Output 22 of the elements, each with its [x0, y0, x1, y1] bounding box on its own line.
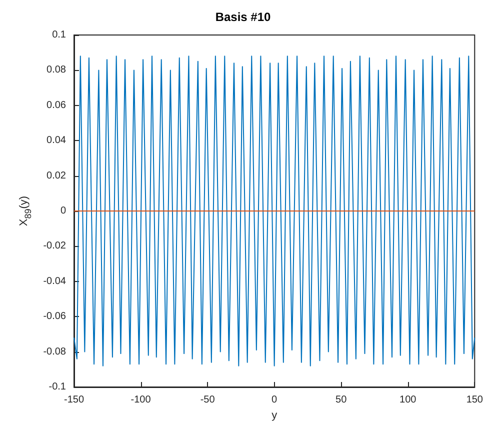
y-tick-label: 0.1: [52, 30, 66, 40]
chart-title: Basis #10: [215, 10, 272, 24]
y-axis-title: X89(y): [18, 196, 33, 226]
x-axis-title: y: [272, 409, 278, 422]
y-tick-label: 0: [60, 206, 66, 216]
x-tick-label: 0: [272, 394, 278, 406]
y-tick-label: 0.06: [46, 100, 66, 111]
y-tick-label: 0.08: [46, 64, 66, 76]
y-tick-label: -0.1: [48, 382, 66, 392]
line-series: [74, 56, 476, 366]
x-tick-label: 50: [336, 394, 348, 406]
y-tick-label: 0.02: [46, 170, 66, 182]
x-tick-label: -50: [200, 394, 216, 406]
x-tick-label: 100: [400, 394, 417, 406]
y-tick-label: -0.02: [43, 240, 66, 252]
y-tick-label: -0.06: [43, 311, 66, 322]
y-tick-label: 0.04: [46, 135, 66, 146]
x-tick-label: -150: [64, 394, 84, 406]
y-tick-label: -0.04: [43, 276, 66, 287]
x-tick-label: -100: [130, 394, 152, 406]
x-tick-label: 150: [466, 394, 484, 406]
y-tick-label: -0.08: [43, 346, 66, 358]
